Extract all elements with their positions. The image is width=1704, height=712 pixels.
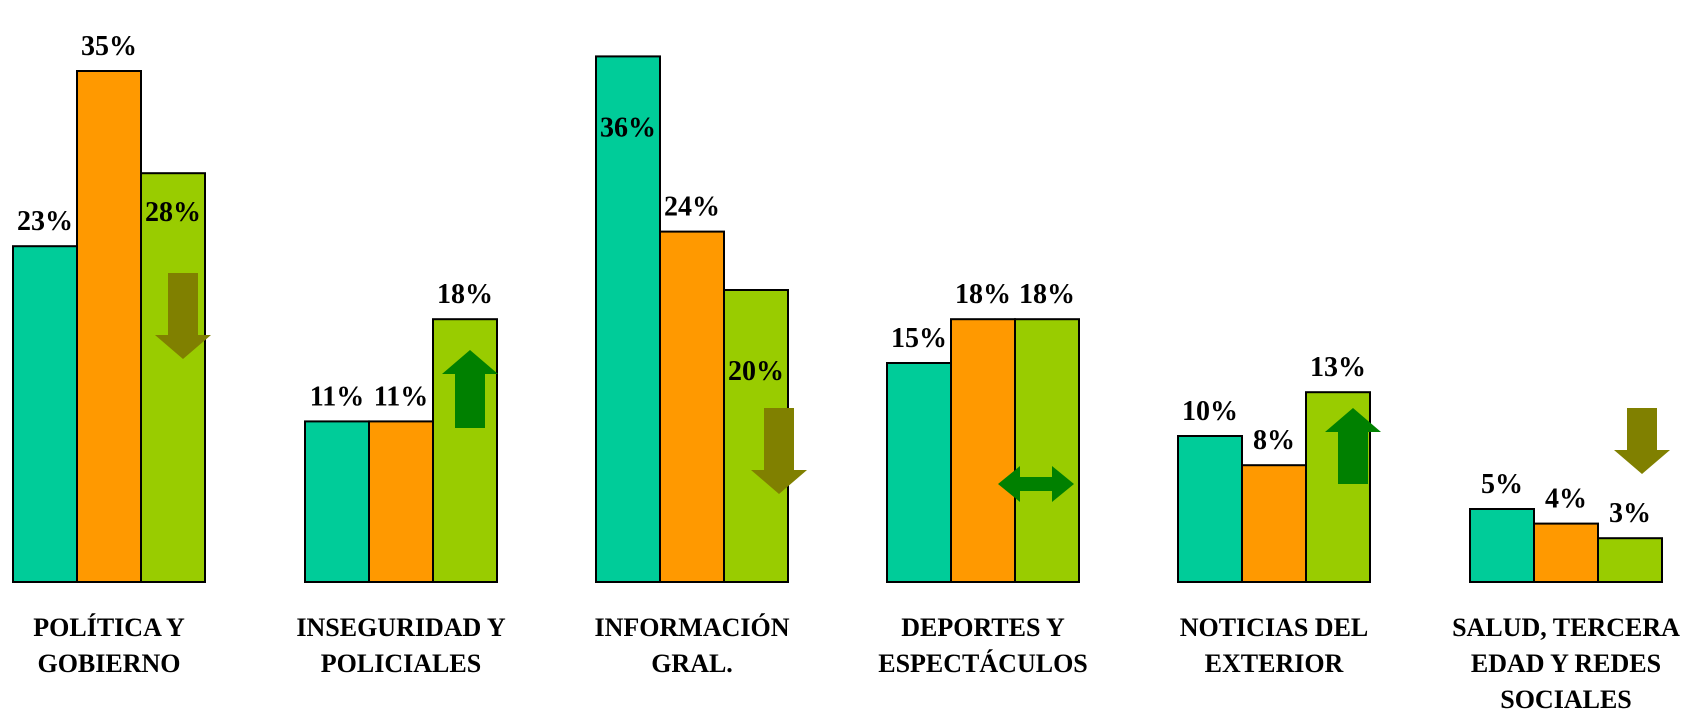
down-arrow-icon (751, 408, 807, 494)
data-label-2-1: 24% (664, 192, 720, 223)
bar-2-1 (659, 230, 725, 583)
bar-5-0 (1469, 508, 1535, 583)
bar-2-0 (595, 55, 661, 583)
bar-1-0 (304, 420, 370, 583)
bar-0-2 (140, 172, 206, 583)
left-right-arrow-icon (998, 466, 1074, 502)
bar-5-1 (1533, 522, 1599, 583)
down-arrow-icon (1614, 408, 1670, 474)
data-label-0-1: 35% (81, 31, 137, 62)
data-label-1-2: 18% (437, 279, 493, 310)
bar-0-0 (12, 245, 78, 583)
data-label-3-0: 15% (891, 323, 947, 354)
data-label-5-1: 4% (1545, 484, 1587, 515)
data-label-4-1: 8% (1253, 425, 1295, 456)
data-label-0-2: 28% (145, 197, 201, 228)
data-label-4-0: 10% (1182, 396, 1238, 427)
data-label-3-2: 18% (1019, 279, 1075, 310)
up-arrow-icon (442, 350, 498, 428)
up-arrow-icon (1325, 408, 1381, 484)
data-label-2-2: 20% (728, 356, 784, 387)
category-label-4: NOTICIAS DEL EXTERIOR (1180, 613, 1369, 678)
down-arrow-icon (155, 273, 211, 359)
bar-3-0 (886, 362, 952, 583)
category-label-5: SALUD, TERCERA EDAD Y REDES SOCIALES (1452, 613, 1680, 712)
data-label-5-0: 5% (1481, 469, 1523, 500)
category-label-1: INSEGURIDAD Y POLICIALES (296, 613, 505, 678)
data-label-5-2: 3% (1609, 498, 1651, 529)
data-label-3-1: 18% (955, 279, 1011, 310)
data-label-4-2: 13% (1310, 352, 1366, 383)
data-label-1-0: 11% (310, 381, 364, 412)
bar-4-1 (1241, 464, 1307, 584)
bar-3-2 (1014, 318, 1080, 583)
bar-4-0 (1177, 435, 1243, 583)
category-label-3: DEPORTES Y ESPECTÁCULOS (878, 613, 1088, 678)
data-label-2-0: 36% (600, 112, 656, 143)
bar-0-1 (76, 70, 142, 583)
data-label-0-0: 23% (17, 206, 73, 237)
bar-3-1 (950, 318, 1016, 583)
category-label-0: POLÍTICA Y GOBIERNO (33, 613, 185, 678)
data-label-1-1: 11% (374, 381, 428, 412)
bar-5-2 (1597, 537, 1663, 584)
category-label-2: INFORMACIÓN GRAL. (595, 613, 790, 678)
bar-1-1 (368, 420, 434, 583)
